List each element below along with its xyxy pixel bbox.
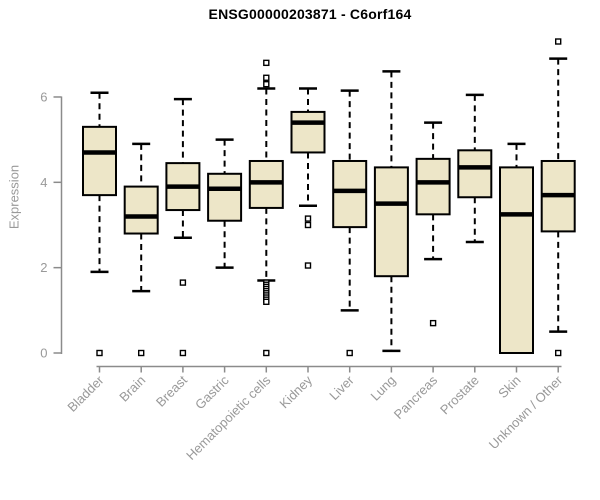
x-tick-label-skin: Skin (495, 373, 523, 401)
outlier-point (555, 38, 562, 45)
outlier-point (555, 349, 562, 357)
box-group-bladder (82, 91, 117, 357)
box-group-lung (373, 70, 409, 353)
y-axis: 0 2 4 6 (40, 89, 63, 361)
outlier-point (179, 349, 187, 357)
x-tick-label-unknown-other: Unknown / Other (486, 372, 566, 452)
outlier-point (263, 298, 270, 305)
box-group-unknown-other (540, 38, 576, 357)
box-group-pancreas (415, 121, 451, 327)
x-tick-label-prostate: Prostate (437, 373, 482, 418)
iqr-box (499, 166, 534, 354)
outlier-point (304, 221, 312, 229)
outlier-point (304, 215, 312, 222)
box-group-breast (165, 97, 201, 357)
box-group-kidney (290, 87, 326, 269)
outlier-point (179, 279, 187, 286)
iqr-box (332, 159, 368, 229)
outlier-point (429, 319, 437, 327)
iqr-box (373, 166, 409, 278)
box-group-brain (123, 142, 159, 357)
iqr-box (82, 125, 117, 197)
outlier-point (263, 349, 270, 357)
y-tick-label-6: 6 (40, 89, 47, 104)
x-tick-label-liver: Liver (326, 372, 357, 403)
x-tick-label-brain: Brain (116, 373, 148, 405)
outlier-point (137, 349, 145, 357)
outlier-point (263, 74, 270, 81)
chart-title: ENSG00000203871 - C6orf164 (208, 6, 412, 22)
iqr-box (415, 157, 451, 216)
x-tick-label-gastric: Gastric (192, 372, 232, 412)
x-tick-label-kidney: Kidney (276, 372, 315, 411)
outlier-point (263, 59, 270, 67)
y-tick-label-0: 0 (40, 346, 47, 361)
box-group-hematopoietic-cells (248, 59, 284, 357)
iqr-box (123, 185, 159, 235)
box-group-liver (332, 89, 368, 357)
x-tick-label-bladder: Bladder (64, 372, 107, 415)
outlier-point (96, 349, 103, 357)
box-group-skin (499, 142, 534, 354)
y-tick-label-4: 4 (40, 175, 47, 190)
iqr-box (207, 172, 243, 222)
box-group-gastric (207, 138, 243, 269)
outlier-point (304, 262, 312, 269)
x-tick-label-pancreas: Pancreas (391, 372, 441, 422)
x-tick-label-breast: Breast (153, 372, 190, 409)
box-group-prostate (457, 93, 493, 244)
iqr-box (457, 149, 493, 199)
x-tick-label-lung: Lung (367, 373, 398, 404)
outlier-point (346, 349, 353, 357)
y-tick-label-2: 2 (40, 260, 47, 275)
outlier-point (263, 80, 270, 88)
iqr-box (290, 110, 326, 154)
